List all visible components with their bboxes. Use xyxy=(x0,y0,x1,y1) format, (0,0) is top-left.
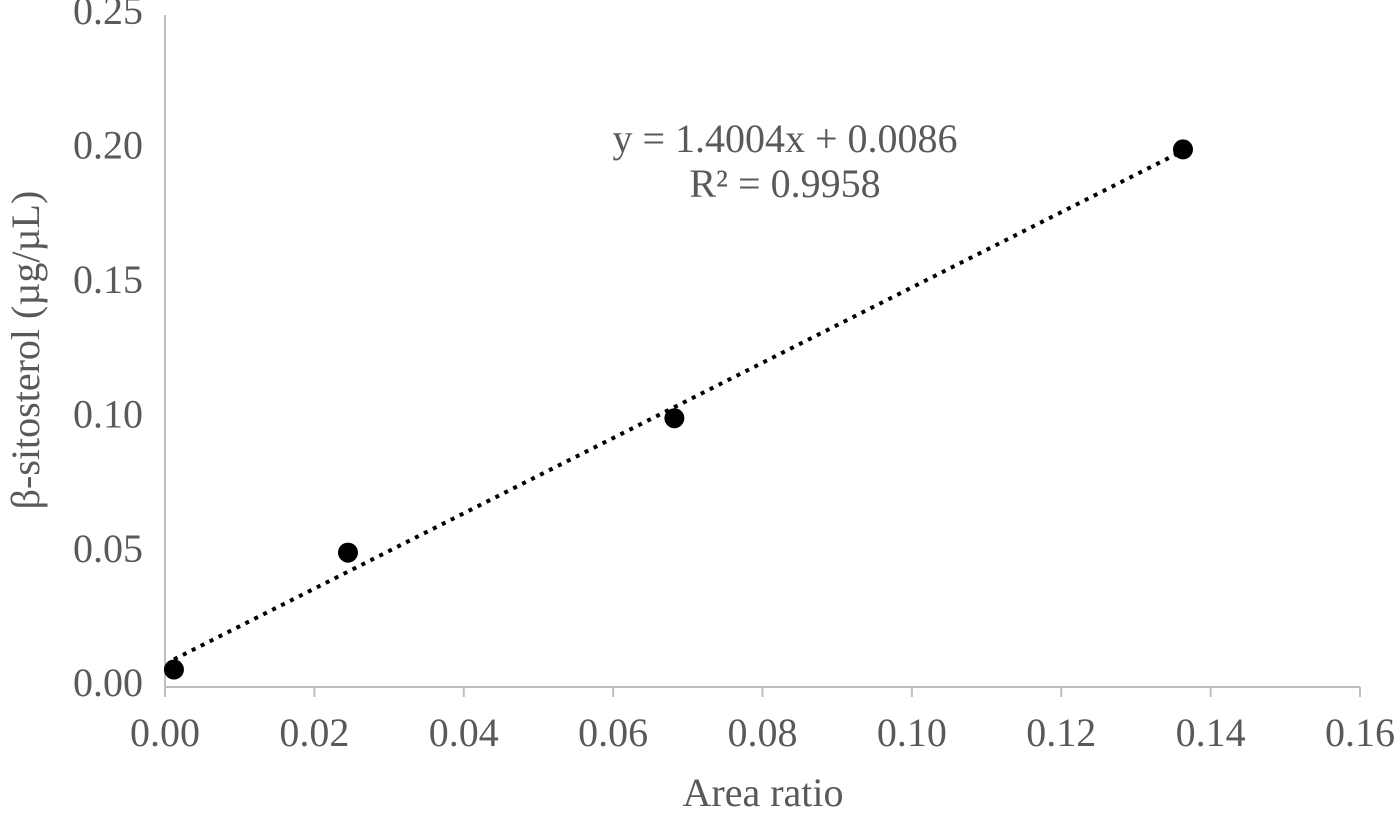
trendline-r2: R² = 0.9958 xyxy=(689,161,880,206)
x-axis-title: Area ratio xyxy=(682,770,843,815)
x-tick-label: 0.08 xyxy=(728,710,798,755)
data-point xyxy=(664,408,685,429)
x-tick-label: 0.02 xyxy=(279,710,349,755)
y-tick-label: 0.25 xyxy=(73,0,143,33)
y-tick-label: 0.10 xyxy=(73,391,143,436)
x-tick-label: 0.14 xyxy=(1176,710,1246,755)
y-tick-label: 0.00 xyxy=(73,660,143,705)
x-tick-label: 0.12 xyxy=(1026,710,1096,755)
y-tick-label: 0.20 xyxy=(73,123,143,168)
x-tick-label: 0.04 xyxy=(429,710,499,755)
data-point xyxy=(163,659,184,680)
x-tick-label: 0.10 xyxy=(877,710,947,755)
x-tick-label: 0.00 xyxy=(130,710,200,755)
y-axis-title: β-sitosterol (µg/µL) xyxy=(3,191,48,510)
y-tick-label: 0.05 xyxy=(73,526,143,571)
trendline-equation: y = 1.4004x + 0.0086 xyxy=(612,116,957,161)
y-tick-label: 0.15 xyxy=(73,257,143,302)
x-tick-label: 0.16 xyxy=(1325,710,1395,755)
x-tick-label: 0.06 xyxy=(578,710,648,755)
trendline xyxy=(173,149,1184,662)
data-point xyxy=(1172,139,1193,160)
data-point xyxy=(337,542,358,563)
